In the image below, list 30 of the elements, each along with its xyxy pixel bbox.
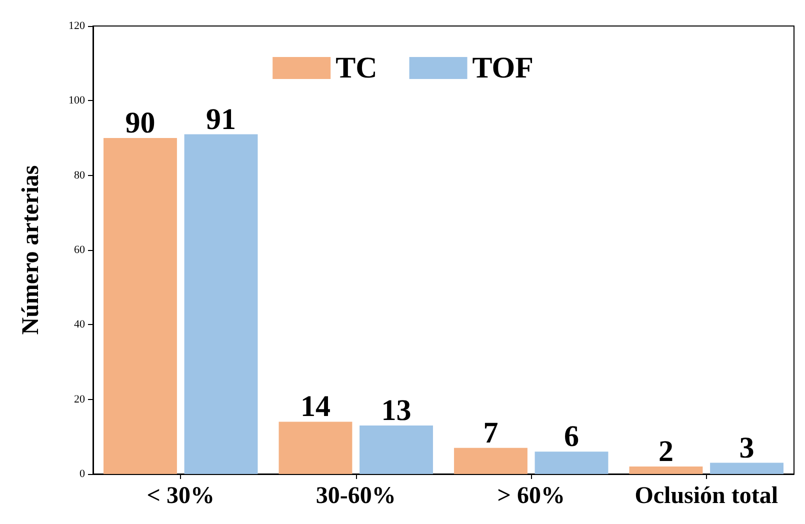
bar: [454, 448, 528, 474]
y-axis-title: Número arterias: [18, 165, 44, 335]
bar: [184, 134, 258, 474]
y-tick-label: 120: [68, 20, 86, 32]
data-label: 91: [206, 102, 236, 136]
data-label: 7: [483, 416, 498, 450]
x-tick-label: > 60%: [497, 483, 565, 509]
legend-label: TOF: [472, 52, 534, 84]
y-tick-label: 60: [74, 244, 86, 256]
x-tick-label: Oclusión total: [634, 483, 778, 509]
y-tick-label: 20: [74, 393, 86, 406]
data-label: 3: [739, 431, 754, 464]
data-label: 13: [381, 394, 412, 427]
x-tick-label: < 30%: [146, 483, 214, 509]
bar: [104, 138, 177, 474]
bar: [534, 452, 608, 474]
bar: [629, 466, 703, 474]
x-tick-label: 30-60%: [316, 483, 396, 509]
y-tick-label: 0: [80, 468, 86, 480]
legend-label: TC: [336, 52, 378, 84]
bar: [360, 425, 433, 474]
data-label: 6: [564, 420, 580, 454]
data-label: 2: [658, 435, 674, 468]
bar: [710, 462, 784, 474]
y-tick-label: 80: [74, 169, 86, 182]
bar: [278, 422, 352, 474]
data-label: 90: [125, 106, 156, 140]
y-tick-label: 100: [68, 94, 86, 107]
y-tick-label: 40: [74, 318, 86, 331]
data-label: 14: [300, 390, 330, 424]
